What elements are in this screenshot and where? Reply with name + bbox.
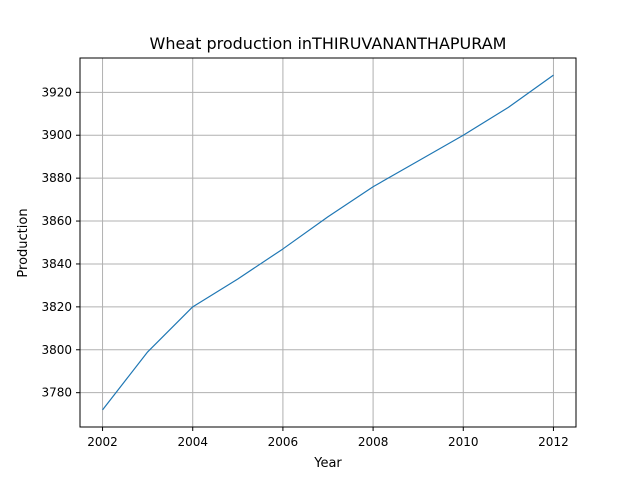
- chart-title: Wheat production inTHIRUVANANTHAPURAM: [150, 34, 507, 53]
- y-tick-label: 3860: [41, 214, 72, 228]
- y-axis-label: Production: [16, 208, 31, 277]
- y-tick-label: 3820: [41, 300, 72, 314]
- x-axis-label: Year: [313, 456, 342, 471]
- x-tick-label: 2006: [268, 435, 299, 449]
- ticks: 2002 2004 2006 2008 2010 2012 3780 3800 3820 3840…: [41, 85, 568, 449]
- y-tick-label: 3880: [41, 171, 72, 185]
- y-tick-label: 3900: [41, 128, 72, 142]
- y-tick-label: 3920: [41, 85, 72, 99]
- x-tick-label: 2010: [448, 435, 479, 449]
- series-layer: [102, 74, 554, 411]
- x-tick-label: 2008: [358, 435, 389, 449]
- x-tick-label: 2012: [538, 435, 569, 449]
- plot-frame: [79, 57, 577, 428]
- grid: [80, 58, 576, 427]
- production-line: [102, 74, 554, 411]
- y-tick-label: 3800: [41, 343, 72, 357]
- y-tick-label: 3780: [41, 386, 72, 400]
- x-tick-label: 2004: [177, 435, 208, 449]
- y-tick-label: 3840: [41, 257, 72, 271]
- x-tick-label: 2002: [87, 435, 118, 449]
